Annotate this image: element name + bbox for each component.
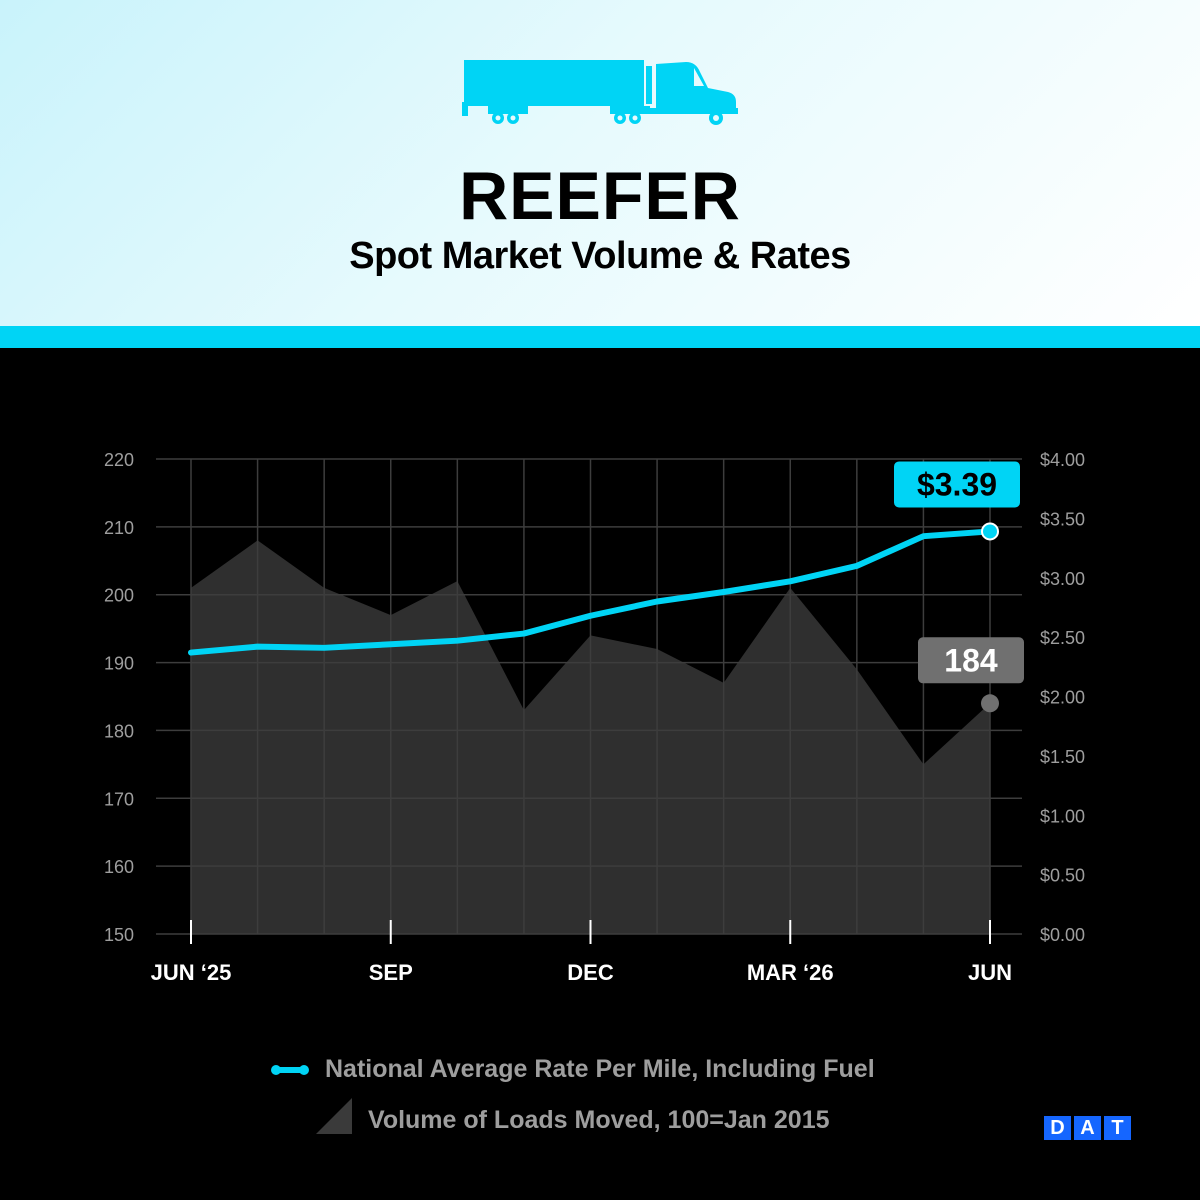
y-right-tick-label: $3.50 xyxy=(1040,509,1085,529)
y-left-tick-label: 180 xyxy=(104,721,134,741)
rate-callout-label: $3.39 xyxy=(917,466,997,502)
legend-area-icon xyxy=(316,1098,352,1134)
logo-letter: D xyxy=(1044,1116,1071,1140)
header-panel: REEFER Spot Market Volume & Rates xyxy=(0,0,1200,326)
y-left-tick-label: 210 xyxy=(104,518,134,538)
y-right-tick-label: $1.50 xyxy=(1040,747,1085,767)
y-right-tick-label: $0.50 xyxy=(1040,866,1085,886)
legend-item-volume: Volume of Loads Moved, 100=Jan 2015 xyxy=(0,1098,1200,1138)
x-tick-label: JUN ‘25 xyxy=(151,960,232,985)
rate-callout xyxy=(894,461,1020,508)
page-subtitle: Spot Market Volume & Rates xyxy=(349,235,851,277)
volume-callout xyxy=(918,637,1024,684)
y-right-tick-label: $2.50 xyxy=(1040,628,1085,648)
x-tick-label: JUN xyxy=(968,960,1012,985)
page-title: REEFER xyxy=(459,158,741,234)
volume-end-point xyxy=(981,694,999,713)
y-right-tick-label: $2.00 xyxy=(1040,688,1085,708)
legend-line-icon xyxy=(271,1065,309,1075)
logo-letter: T xyxy=(1104,1116,1131,1140)
y-left-tick-label: 150 xyxy=(104,925,134,945)
y-left-tick-label: 190 xyxy=(104,654,134,674)
dat-logo: D A T xyxy=(1044,1116,1131,1140)
volume-callout-label: 184 xyxy=(944,642,998,678)
x-tick-label: DEC xyxy=(567,960,614,985)
y-left-tick-label: 170 xyxy=(104,789,134,809)
accent-bar xyxy=(0,326,1200,348)
y-right-tick-label: $3.00 xyxy=(1040,569,1085,589)
legend-label-rate: National Average Rate Per Mile, Includin… xyxy=(325,1055,875,1083)
y-left-tick-label: 160 xyxy=(104,857,134,877)
rate-end-point xyxy=(981,522,999,541)
x-tick-label: SEP xyxy=(369,960,413,985)
logo-letter: A xyxy=(1074,1116,1101,1140)
x-tick-label: MAR ‘26 xyxy=(747,960,834,985)
rate-line xyxy=(188,528,993,656)
y-right-tick-label: $1.00 xyxy=(1040,806,1085,826)
y-right-tick-label: $0.00 xyxy=(1040,925,1085,945)
y-left-tick-label: 200 xyxy=(104,586,134,606)
legend-item-rate: National Average Rate Per Mile, Includin… xyxy=(0,1052,1200,1092)
truck-icon xyxy=(462,60,738,125)
y-right-tick-label: $4.00 xyxy=(1040,450,1085,470)
legend-label-volume: Volume of Loads Moved, 100=Jan 2015 xyxy=(368,1106,830,1134)
y-left-tick-label: 220 xyxy=(104,450,134,470)
chart: 220 210 200 190 180 170 160 150 $4.00 $3.50 $3.00 $… xyxy=(104,450,1085,985)
